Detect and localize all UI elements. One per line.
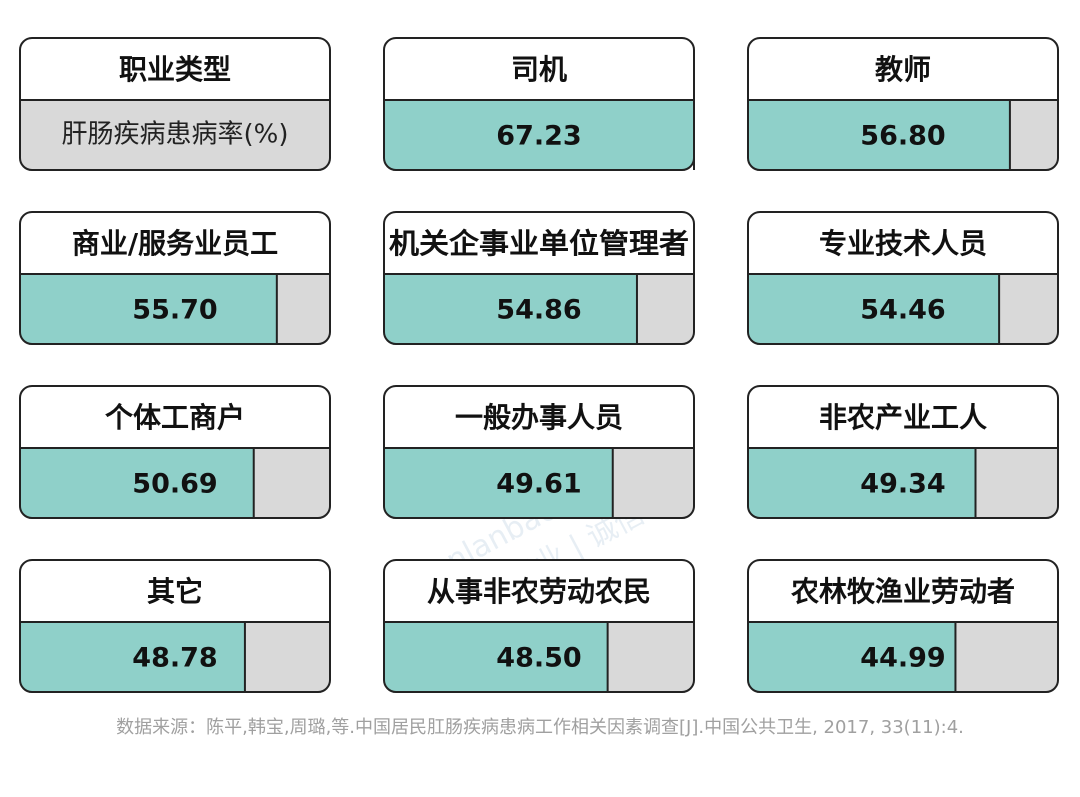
card-border (747, 385, 1059, 519)
bar (748, 622, 956, 692)
category-label: 教师 (875, 53, 931, 86)
card (384, 560, 694, 692)
card (20, 212, 330, 344)
category-label: 从事非农劳动农民 (427, 575, 651, 608)
card-header (748, 560, 1058, 622)
card (748, 212, 1058, 344)
card (384, 212, 694, 344)
category-label: 司机 (511, 53, 567, 86)
card (20, 560, 330, 692)
category-label: 专业技术人员 (819, 227, 987, 260)
key-title: 职业类型 (119, 53, 231, 86)
value-label: 55.70 (132, 295, 217, 326)
value-label: 50.69 (132, 469, 217, 500)
category-label: 个体工商户 (105, 401, 245, 434)
value-label: 67.23 (496, 121, 581, 152)
card-header (20, 560, 330, 622)
bar (384, 100, 694, 170)
bar (748, 274, 1000, 344)
card-header (384, 560, 694, 622)
value-label: 56.80 (860, 121, 945, 152)
bar (748, 448, 976, 518)
card-track (20, 100, 330, 170)
category-label: 一般办事人员 (455, 401, 623, 434)
card (748, 386, 1058, 518)
card-border (383, 37, 695, 171)
card (384, 386, 694, 518)
card-header (384, 38, 694, 100)
bar (384, 274, 637, 344)
card-border (383, 211, 695, 345)
category-label: 农林牧渔业劳动者 (790, 575, 1015, 608)
value-label: 44.99 (860, 643, 945, 674)
card-header (20, 38, 330, 100)
category-label: 非农产业工人 (819, 401, 987, 434)
bar (384, 622, 608, 692)
bar (20, 448, 254, 518)
card-header (20, 212, 330, 274)
value-label: 49.61 (496, 469, 581, 500)
card-header (748, 38, 1058, 100)
category-label: 其它 (147, 575, 203, 608)
card-border (747, 559, 1059, 693)
bar (384, 448, 613, 518)
card (748, 560, 1058, 692)
value-label: 54.46 (860, 295, 945, 326)
source: 数据来源：陈平,韩宝,周璐,等.中国居民肛肠疾病患病工作相关因素调查[J].中国… (116, 717, 964, 738)
category-label: 商业/服务业员工 (72, 227, 278, 260)
card-border (383, 559, 695, 693)
category-label: 机关企事业单位管理者 (389, 227, 689, 260)
card-header (384, 386, 694, 448)
card-border (19, 211, 331, 345)
card-border (747, 211, 1059, 345)
key-value: 肝肠疾病患病率(%) (62, 120, 289, 150)
bar (20, 622, 245, 692)
bar (748, 100, 1010, 170)
card (748, 38, 1058, 170)
card-border (383, 385, 695, 519)
value-label: 48.50 (496, 643, 581, 674)
value-label: 54.86 (496, 295, 581, 326)
card (384, 38, 694, 170)
card-header (748, 386, 1058, 448)
bar (20, 274, 277, 344)
card-border (19, 385, 331, 519)
card (20, 386, 330, 518)
value-label: 49.34 (860, 469, 945, 500)
card-border (19, 559, 331, 693)
card-header (384, 212, 694, 274)
card-border (747, 37, 1059, 171)
value-label: 48.78 (132, 643, 217, 674)
card-border (19, 37, 331, 171)
card-header (748, 212, 1058, 274)
card-header (20, 386, 330, 448)
card (20, 38, 330, 170)
